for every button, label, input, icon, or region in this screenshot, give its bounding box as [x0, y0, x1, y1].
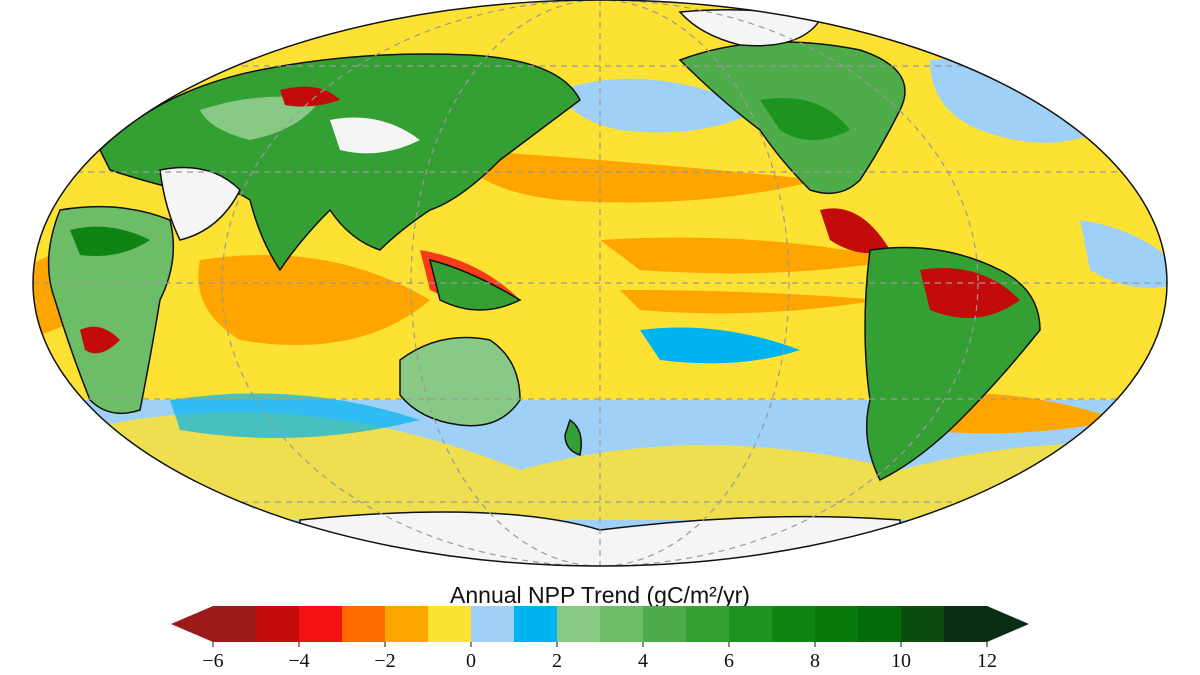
colorbar-tick-label: −6	[202, 650, 223, 672]
colorbar-ticks: −6 −4 −2 0 2 4 6 8 10 12	[202, 642, 997, 672]
colorbar-tick-label: 10	[891, 650, 911, 672]
colorbar-segment	[686, 606, 730, 642]
colorbar-segment	[901, 606, 945, 642]
colorbar-segment	[385, 606, 429, 642]
colorbar-segment	[342, 606, 386, 642]
colorbar-segment	[299, 606, 343, 642]
africa-landmass	[47, 205, 175, 415]
colorbar-tick-label: 4	[638, 650, 648, 672]
global-npp-trend-map	[32, 0, 1168, 567]
colorbar-tick-label: 8	[810, 650, 820, 672]
colorbar-segment	[600, 606, 644, 642]
colorbar: −6 −4 −2 0 2 4 6 8 10 12	[171, 606, 1029, 672]
colorbar-segment	[514, 606, 558, 642]
new-zealand-landmass	[564, 418, 582, 456]
colorbar-tick-label: 12	[977, 650, 997, 672]
colorbar-tick-label: −2	[374, 650, 395, 672]
arabia-landmass	[159, 166, 241, 241]
colorbar-segment	[772, 606, 816, 642]
colorbar-tick-label: 2	[552, 650, 562, 672]
colorbar-tick-label: 0	[466, 650, 476, 672]
colorbar-segment	[428, 606, 472, 642]
colorbar-segment	[944, 606, 988, 642]
maritime-asia-islands	[428, 258, 522, 311]
colorbar-segment	[256, 606, 300, 642]
colorbar-segments	[171, 606, 1029, 642]
colorbar-tick-label: 6	[724, 650, 734, 672]
colorbar-segment	[557, 606, 601, 642]
colorbar-segment	[213, 606, 257, 642]
colorbar-title: Annual NPP Trend (gC/m²/yr)	[450, 582, 750, 608]
colorbar-extend-right	[987, 606, 1029, 642]
colorbar-segment	[858, 606, 902, 642]
colorbar-segment	[471, 606, 515, 642]
globe-outline	[32, 0, 1168, 567]
australia-landmass	[399, 336, 521, 427]
colorbar-extend-left	[171, 606, 213, 642]
colorbar-tick-label: −4	[288, 650, 309, 672]
colorbar-segment	[643, 606, 687, 642]
colorbar-segment	[815, 606, 859, 642]
colorbar-segment	[729, 606, 773, 642]
